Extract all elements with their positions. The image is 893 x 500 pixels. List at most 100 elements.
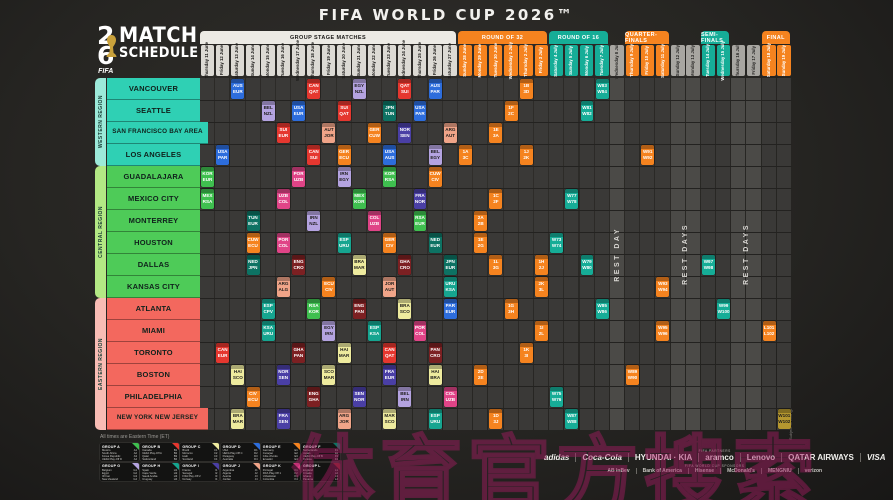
team-seed: C2 [213, 452, 218, 456]
date-label: Friday 10 July [644, 46, 650, 75]
date-label: Thursday 18 June [310, 42, 316, 79]
team-code: JPN [248, 265, 258, 271]
match-time-strip [626, 364, 639, 370]
team-name: Curaçao [262, 452, 273, 456]
team-code: ENG [293, 259, 304, 265]
match-cell: ARG AUT [443, 122, 457, 143]
match-time-strip [246, 210, 260, 216]
group-team-row: Morocco C2 [180, 452, 219, 455]
date-column-header: Saturday 4 July [549, 45, 564, 76]
group-title: GROUP D [222, 444, 241, 449]
date-column-header: Thursday 11 June [200, 42, 214, 79]
date-column-header: Thursday 2 July [519, 44, 533, 77]
team-code: 2F [493, 199, 499, 205]
match-time-strip [656, 276, 670, 282]
team-name: UEFA Play-Off C [222, 452, 243, 456]
group-team-row: Saudi Arabia H3 [140, 475, 179, 478]
group-team-row: IR Iran G3 [100, 475, 139, 478]
team-seed: A1 [133, 449, 137, 452]
team-code: 1D [492, 413, 499, 419]
team-code: SEN [400, 133, 410, 139]
group-team-row: New Zealand G4 [100, 478, 139, 481]
group-team-row: Curaçao E2 [261, 452, 300, 455]
team-code: MEX [202, 193, 213, 199]
match-time-strip [474, 232, 488, 238]
team-code: 1B [523, 83, 530, 89]
match-cell: URU KSA [443, 276, 457, 297]
team-code: W89 [627, 369, 638, 375]
team-code: CRO [399, 265, 410, 271]
group-team-row: FIFA Play-Off 1 K2 [261, 472, 300, 475]
team-code: KOR [202, 171, 213, 177]
team-name: Tunisia [303, 458, 312, 461]
team-code: KSA [445, 287, 456, 293]
match-time-strip [367, 320, 381, 326]
match-time-strip [383, 232, 397, 238]
match-cell: ARG JOR [337, 408, 351, 429]
team-seed: G4 [133, 477, 137, 481]
team-code: AUS [430, 83, 441, 89]
team-code: GER [384, 237, 395, 243]
sponsor-logo: VISA [866, 453, 886, 462]
team-seed: I1 [215, 468, 218, 472]
match-cell: BRA MAR [352, 254, 366, 275]
group-title: GROUP F [303, 444, 321, 449]
team-code: EUR [232, 89, 243, 95]
match-cell: ESP CPV [261, 298, 275, 319]
team-code: RSA [308, 303, 319, 309]
team-code: ECU [339, 155, 349, 161]
team-code: COL [369, 215, 380, 221]
match-cell: JPN EUR [443, 254, 457, 275]
team-code: W96 [658, 331, 668, 337]
match-time-strip [322, 364, 336, 370]
group-legend-box: GROUP K Portugal K1 FIFA Play-Off 1 K2 Uzbeki… [260, 462, 300, 481]
team-code: CPV [263, 309, 273, 315]
group-legend-box: GROUP A Mexico A1 South Africa A2 Korea Repub… [100, 443, 139, 461]
match-time-strip [550, 232, 564, 238]
city-row-label: VANCOUVER [107, 78, 200, 100]
sponsor-logo: Lenovo [746, 453, 776, 462]
team-seed: J2 [254, 471, 258, 475]
team-code: ESP [369, 325, 380, 331]
team-code: W73 [551, 237, 562, 243]
match-time-strip [337, 166, 351, 172]
team-code: BRA [430, 375, 441, 381]
match-time-strip [489, 408, 503, 414]
team-name: Japan [303, 452, 311, 456]
match-cell: RSA KOR [307, 298, 321, 319]
team-code: BEL [263, 105, 273, 111]
team-code: UZB [445, 397, 456, 403]
match-time-strip [474, 364, 488, 370]
group-team-row: Mexico A1 [100, 449, 139, 452]
team-code: EGY [324, 325, 334, 331]
group-title: GROUP G [102, 464, 121, 468]
match-time-strip [383, 408, 397, 414]
team-code: W85 [597, 303, 607, 309]
grid-row-line [200, 298, 792, 299]
team-code: 3A [492, 133, 499, 139]
stage-header-r32: ROUND OF 32 [458, 31, 548, 44]
match-time-strip [762, 320, 776, 326]
rest-day-label: REST DAY [609, 174, 625, 334]
match-cell: W73 W74 [550, 232, 564, 253]
date-label: Friday 12 June [219, 45, 225, 76]
team-code: MAR [338, 353, 350, 359]
sponsor-logo: MENGNIU [767, 468, 792, 474]
match-cell: 1C 2F [489, 188, 503, 209]
team-name: Uzbekistan [262, 474, 277, 478]
match-cell: BRA SCO [398, 298, 412, 319]
match-time-strip [276, 364, 290, 370]
city-row-label: BOSTON [107, 364, 200, 386]
match-time-strip [352, 386, 366, 392]
team-code: AUT [384, 287, 395, 293]
match-cell: W77 W78 [565, 188, 579, 209]
city-row-label: MIAMI [107, 320, 200, 342]
team-seed: C3 [213, 455, 218, 459]
group-team-row: FIFA Play-Off 2 I3 [180, 475, 219, 478]
group-title: GROUP J [222, 464, 241, 468]
group-team-row: UEFA Play-Off B F3 [301, 455, 340, 458]
match-cell: AUS EUR [231, 78, 245, 99]
group-color-corner [132, 462, 139, 470]
group-team-row: Switzerland B4 [140, 458, 179, 461]
team-code: CIV [249, 391, 257, 397]
